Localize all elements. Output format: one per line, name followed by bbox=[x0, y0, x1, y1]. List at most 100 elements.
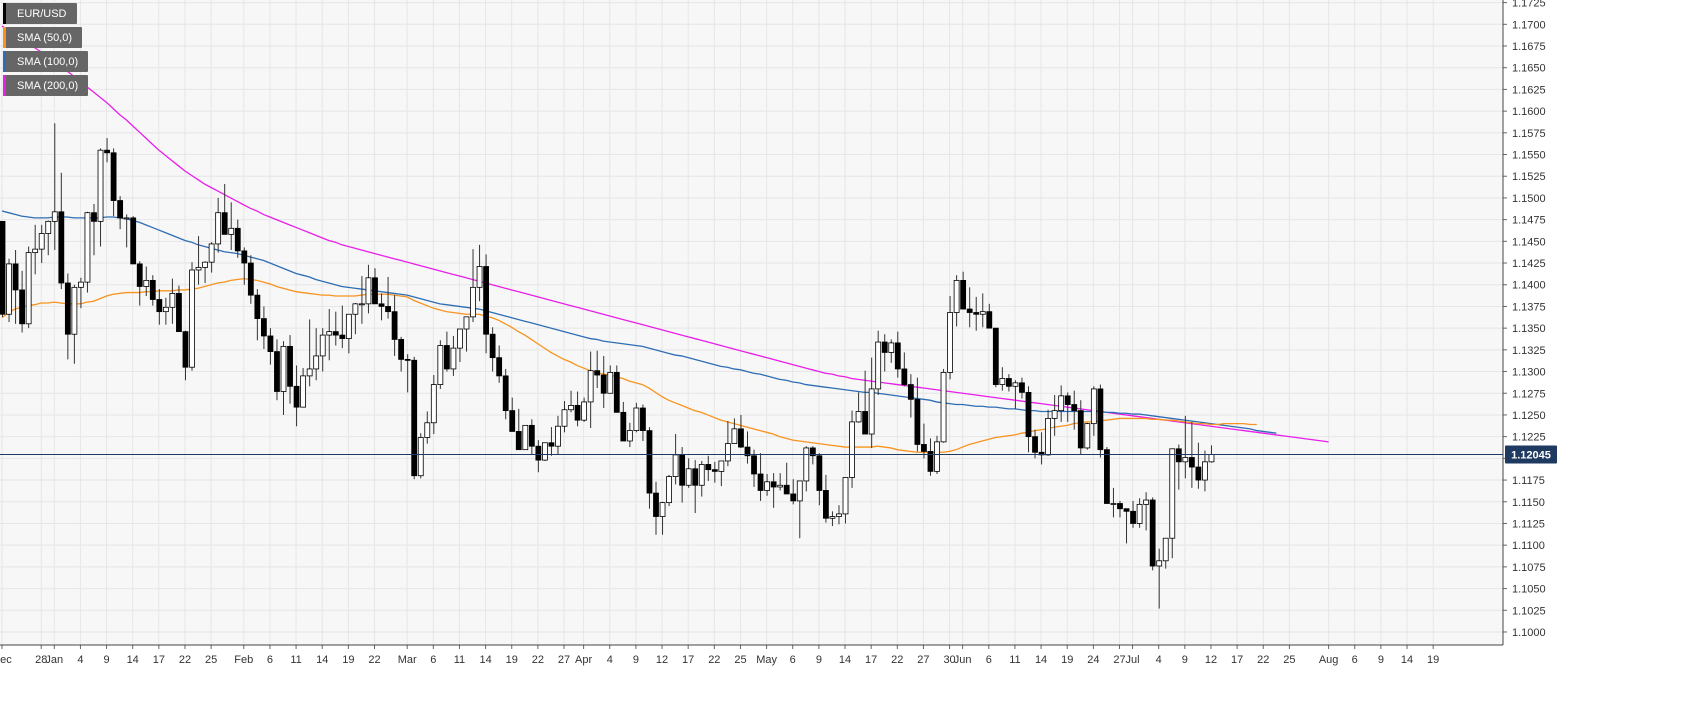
candle-body bbox=[1045, 418, 1051, 456]
y-tick-label: 1.1650 bbox=[1512, 63, 1546, 75]
candle-body bbox=[1188, 457, 1195, 468]
candle-body bbox=[195, 266, 202, 271]
candle-body bbox=[875, 341, 882, 390]
x-tick-label: 27 bbox=[917, 654, 929, 666]
x-tick-label: 22 bbox=[1257, 654, 1269, 666]
candle-body bbox=[339, 334, 346, 339]
x-tick-label: Jun bbox=[954, 654, 972, 666]
legend-sma200[interactable]: SMA (200,0) bbox=[3, 75, 89, 96]
candle-body bbox=[130, 217, 137, 265]
candle-body bbox=[914, 398, 921, 445]
candle-body bbox=[241, 250, 248, 264]
y-tick-label: 1.1275 bbox=[1512, 388, 1546, 400]
candle-body bbox=[705, 464, 712, 471]
x-tick-label: Feb bbox=[234, 654, 253, 666]
candle-body bbox=[640, 407, 646, 431]
candle-body bbox=[953, 279, 960, 313]
candle-body bbox=[992, 327, 999, 385]
candle-body bbox=[594, 370, 601, 376]
x-tick-label: 28 bbox=[35, 654, 47, 666]
candle-body bbox=[829, 516, 836, 519]
x-tick-label: 27 bbox=[1113, 654, 1125, 666]
candle-body bbox=[352, 303, 359, 315]
candle-body bbox=[1195, 466, 1202, 481]
candle-body bbox=[862, 411, 869, 435]
candle-body bbox=[457, 328, 463, 349]
candle-body bbox=[430, 384, 437, 424]
candle-body bbox=[136, 263, 143, 287]
x-tick-label: 25 bbox=[205, 654, 217, 666]
candle-body bbox=[568, 405, 574, 411]
x-tick-label: 12 bbox=[656, 654, 668, 666]
candle-body bbox=[32, 248, 39, 254]
candle-body bbox=[626, 430, 633, 442]
candle-body bbox=[1175, 448, 1182, 463]
y-tick-label: 1.1350 bbox=[1512, 323, 1546, 335]
x-tick-label: 24 bbox=[1087, 654, 1099, 666]
x-tick-label: 11 bbox=[454, 654, 465, 666]
candle-body bbox=[1051, 410, 1058, 419]
x-tick-label: 22 bbox=[891, 654, 903, 666]
candle-body bbox=[1005, 378, 1012, 387]
x-tick-label: 14 bbox=[1035, 654, 1047, 666]
x-tick-label: 19 bbox=[1427, 654, 1439, 666]
x-tick-label: 6 bbox=[1352, 654, 1358, 666]
legend-symbol[interactable]: EUR/USD bbox=[3, 3, 77, 24]
x-tick-label: 9 bbox=[633, 654, 639, 666]
x-tick-label: Mar bbox=[398, 654, 417, 666]
candle-body bbox=[345, 313, 352, 339]
y-tick-label: 1.1425 bbox=[1512, 258, 1546, 270]
x-tick-label: 9 bbox=[103, 654, 109, 666]
candle-body bbox=[1032, 436, 1038, 453]
y-tick-label: 1.1300 bbox=[1512, 367, 1546, 379]
candle-body bbox=[365, 277, 372, 305]
legend-sma50[interactable]: SMA (50,0) bbox=[3, 27, 83, 48]
candle-body bbox=[306, 368, 313, 377]
candle-body bbox=[176, 293, 182, 333]
x-tick-label: 17 bbox=[682, 654, 694, 666]
candle-body bbox=[1117, 503, 1123, 510]
candle-body bbox=[1019, 382, 1025, 393]
candle-body bbox=[208, 243, 215, 263]
last-price-tag bbox=[1505, 445, 1557, 464]
candle-body bbox=[868, 388, 875, 435]
candle-body bbox=[803, 447, 810, 482]
y-tick-label: 1.1375 bbox=[1512, 301, 1546, 313]
candle-body bbox=[293, 385, 300, 408]
candle-body bbox=[104, 149, 110, 154]
candle-body bbox=[528, 424, 535, 447]
candle-body bbox=[267, 335, 274, 352]
x-tick-label: 25 bbox=[734, 654, 746, 666]
candle-body bbox=[692, 468, 699, 486]
candle-body bbox=[38, 233, 45, 250]
y-tick-label: 1.1325 bbox=[1512, 345, 1546, 357]
candle-body bbox=[698, 464, 705, 486]
y-tick-label: 1.1625 bbox=[1512, 84, 1546, 96]
candle-body bbox=[823, 490, 829, 519]
candle-body bbox=[561, 409, 568, 427]
x-tick-label: 11 bbox=[1009, 654, 1020, 666]
candle-body bbox=[666, 476, 672, 504]
candle-body bbox=[443, 345, 450, 370]
candle-body bbox=[319, 334, 326, 357]
candle-body bbox=[424, 422, 431, 438]
candle-body bbox=[1202, 461, 1208, 481]
x-tick-label: 4 bbox=[1156, 654, 1162, 666]
candle-body bbox=[894, 342, 901, 370]
legend-sma50-label: SMA (50,0) bbox=[17, 31, 73, 44]
y-tick-label: 1.1675 bbox=[1512, 41, 1546, 53]
candle-body bbox=[633, 407, 640, 431]
candle-body bbox=[653, 492, 659, 517]
y-tick-label: 1.1125 bbox=[1512, 518, 1545, 530]
legend-sma100[interactable]: SMA (100,0) bbox=[3, 51, 89, 72]
legend-sma50-swatch bbox=[3, 27, 6, 48]
y-tick-label: 1.1050 bbox=[1512, 584, 1546, 596]
candle-body bbox=[1123, 508, 1130, 512]
candle-body bbox=[391, 311, 398, 340]
candle-body bbox=[398, 339, 405, 360]
candle-body bbox=[809, 447, 816, 457]
candle-body bbox=[189, 269, 195, 368]
candle-body bbox=[143, 279, 150, 287]
y-tick-label: 1.1025 bbox=[1512, 605, 1546, 617]
